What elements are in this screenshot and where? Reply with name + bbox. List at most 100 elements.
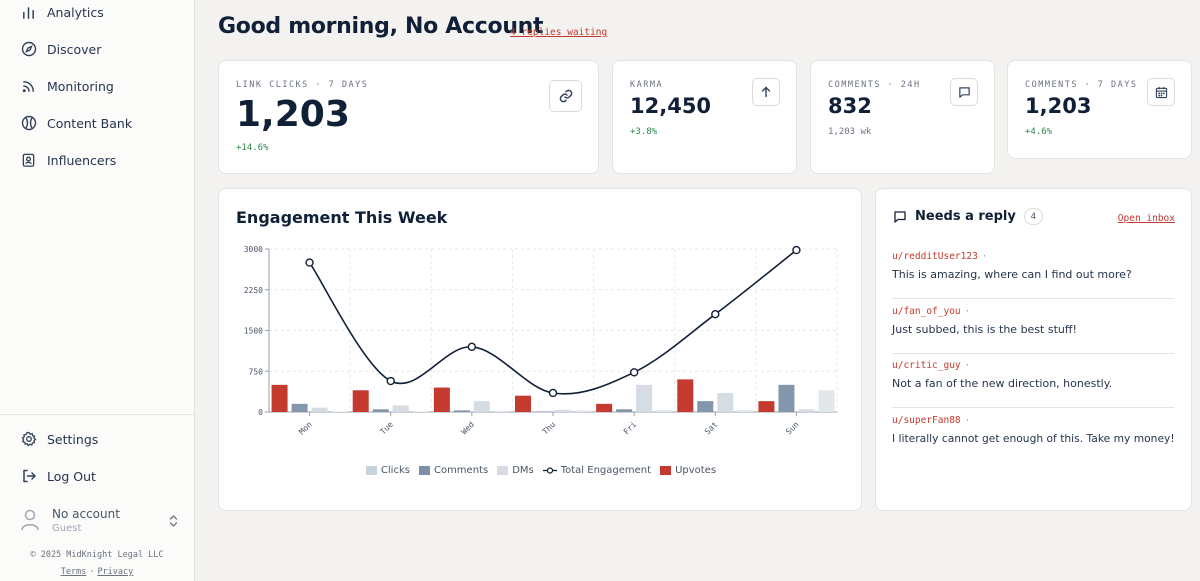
link-icon [558, 88, 574, 104]
reply-username: u/fan_of_you [892, 306, 961, 317]
reply-item[interactable]: u/critic_guy · Not a fan of the new direc… [892, 360, 1174, 408]
stat-value: 1,203 [236, 94, 350, 135]
reply-username: u/redditUser123 [892, 251, 978, 262]
reply-text: Not a fan of the new direction, honestly… [892, 377, 1113, 390]
x-tick-label: Sun [784, 420, 801, 437]
bar-upvotes [677, 379, 694, 412]
stat-label: LINK CLICKS · 7 DAYS [236, 80, 369, 90]
karma-button[interactable] [752, 78, 780, 106]
line-total-engagement [308, 249, 797, 395]
bar-upvotes [758, 401, 775, 412]
contact-badge-icon [20, 152, 37, 169]
chart-title: Engagement This Week [236, 208, 448, 227]
legend-item-total-engagement[interactable]: Total Engagement [542, 465, 652, 476]
point-total-engagement [386, 376, 395, 386]
calendar-button[interactable] [1147, 78, 1175, 106]
content-bank-icon [20, 115, 37, 132]
terms-link[interactable]: Terms [60, 567, 87, 577]
bar-upvotes [352, 390, 369, 412]
sidebar-item-content-bank[interactable]: Content Bank [0, 108, 194, 138]
sidebar-item-monitoring[interactable]: Monitoring [0, 71, 194, 101]
bar-dms [555, 409, 571, 412]
sidebar-item-label: Analytics [47, 4, 104, 20]
reply-separator: · [964, 306, 971, 317]
bar-clicks [575, 410, 591, 412]
legend-item-clicks[interactable]: Clicks [365, 465, 410, 476]
bar-comments [453, 410, 470, 412]
legend-label: Total Engagement [560, 465, 652, 476]
point-total-engagement [792, 245, 801, 255]
replies-waiting-link[interactable]: 4 replies waiting [510, 27, 608, 38]
reply-username: u/superFan88 [892, 415, 961, 426]
sidebar: Analytics Discover Monitoring Content Ba… [0, 0, 195, 581]
reply-separator: · [981, 251, 988, 262]
reply-item[interactable]: u/redditUser123 · This is amazing, where … [892, 251, 1174, 299]
bar-clicks [656, 409, 673, 412]
bar-clicks [331, 411, 348, 412]
y-tick-label: 750 [249, 367, 264, 376]
point-total-engagement [711, 309, 720, 319]
x-tick-label: Fri [622, 420, 639, 437]
link-button[interactable] [549, 80, 582, 112]
x-tick-label: Thu [541, 420, 558, 437]
x-tick-label: Sat [703, 420, 720, 437]
legend-swatch [497, 466, 509, 475]
reply-item[interactable]: u/fan_of_you · Just subbed, this is the b… [892, 306, 1174, 354]
bar-dms [798, 409, 815, 412]
replies-count-badge: 4 [1023, 208, 1043, 225]
settings-button[interactable]: Settings [0, 424, 194, 454]
point-total-engagement [629, 368, 639, 377]
arrow-up-icon [760, 86, 772, 98]
bar-clicks [412, 411, 429, 412]
footer-links: Terms · Privacy [60, 567, 134, 577]
bar-clicks [493, 410, 510, 412]
chart-legend: Clicks Comments DMs Total Engagement Upv… [219, 465, 863, 476]
sidebar-item-label: Settings [47, 431, 99, 447]
sidebar-item-analytics[interactable]: Analytics [0, 0, 194, 27]
needs-reply-card: Needs a reply 4 Open inbox u/redditUser1… [875, 188, 1192, 511]
copyright: © 2025 MidKnight Legal LLC [30, 550, 164, 560]
bar-upvotes [515, 395, 531, 412]
gear-icon [20, 431, 37, 448]
privacy-link[interactable]: Privacy [97, 567, 134, 577]
reply-item[interactable]: u/superFan88 · I literally cannot get eno… [892, 415, 1175, 463]
open-inbox-link[interactable]: Open inbox [1117, 213, 1175, 224]
sidebar-item-discover[interactable]: Discover [0, 34, 194, 64]
stat-label: COMMENTS · 7 DAYS [1025, 80, 1138, 90]
bar-comments [535, 411, 551, 412]
stat-card-comments-7d: COMMENTS · 7 DAYS 1,203 +4.6% [1007, 60, 1192, 159]
bar-comments [778, 384, 795, 412]
comments-button[interactable] [950, 78, 978, 106]
legend-item-upvotes[interactable]: Upvotes [660, 465, 716, 476]
bar-comments [372, 409, 389, 412]
point-total-engagement [548, 388, 558, 398]
reply-separator: · [964, 360, 971, 371]
stat-subtext: 1,203 wk [828, 127, 872, 137]
sidebar-item-influencers[interactable]: Influencers [0, 145, 194, 175]
legend-label: Upvotes [675, 465, 717, 476]
stat-change: +3.8% [630, 127, 658, 137]
legend-swatch [660, 466, 672, 475]
legend-label: Comments [433, 465, 489, 476]
reply-text: I literally cannot get enough of this. T… [892, 432, 1175, 445]
logout-button[interactable]: Log Out [0, 461, 194, 491]
sidebar-divider [0, 414, 194, 415]
account-name: No account [52, 506, 120, 521]
x-tick-label: Mon [297, 420, 314, 437]
reply-text: This is amazing, where can I find out mo… [892, 268, 1132, 281]
y-tick-label: 1500 [244, 327, 263, 336]
rss-icon [20, 78, 37, 95]
legend-item-comments[interactable]: Comments [418, 465, 489, 476]
bar-upvotes [433, 387, 450, 412]
compass-icon [20, 41, 37, 58]
account-switcher[interactable]: No account Guest [8, 500, 188, 540]
reply-separator: · [964, 415, 971, 426]
point-total-engagement [467, 342, 477, 352]
stat-card-comments-24h: COMMENTS · 24H 832 1,203 wk [810, 60, 995, 174]
calendar-icon [1155, 86, 1168, 99]
message-icon [893, 210, 907, 224]
legend-label: Clicks [380, 465, 410, 476]
legend-item-dms[interactable]: DMs [497, 465, 534, 476]
bar-dms [717, 392, 734, 412]
bar-clicks [818, 390, 835, 412]
